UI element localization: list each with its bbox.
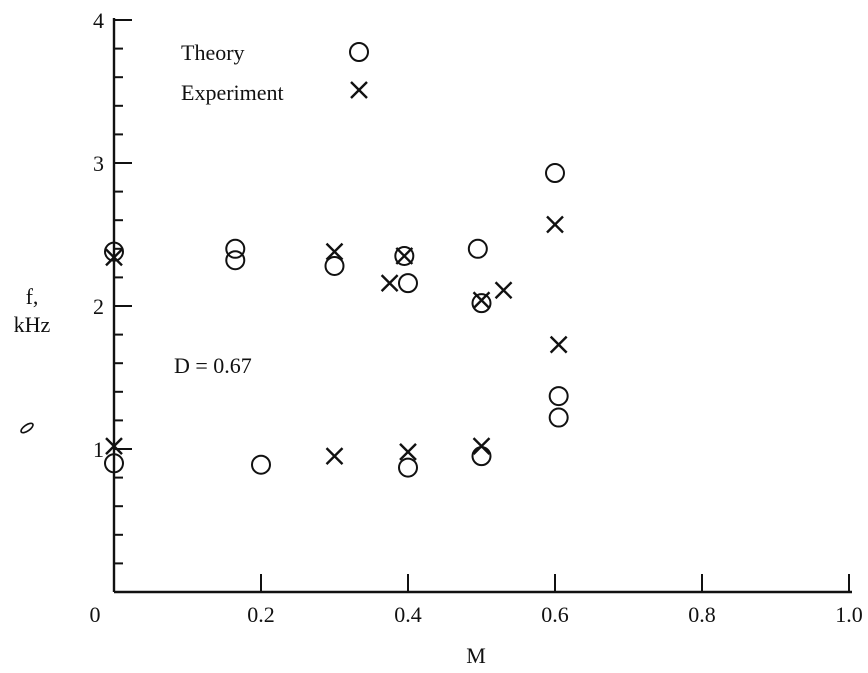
stray-mark [20, 422, 34, 434]
x-tick-label: 0.2 [247, 602, 275, 627]
experiment-point [546, 215, 564, 234]
theory-point [548, 407, 569, 428]
theory-point [104, 241, 124, 262]
y-axis-title-line1: f, [26, 284, 39, 309]
experiment-point [380, 274, 399, 292]
experiment-point [472, 291, 491, 310]
theory-point [548, 386, 569, 407]
theory-point [398, 457, 418, 478]
x-tick-label: 0.8 [688, 602, 716, 627]
theory-point [394, 245, 415, 266]
x-tick-label: 1.0 [835, 602, 863, 627]
theory-point [324, 255, 345, 276]
experiment-point [105, 248, 123, 267]
theory-point [398, 273, 418, 294]
y-tick-label: 1 [93, 437, 104, 462]
data-points [104, 163, 569, 478]
y-tick-label: 4 [93, 8, 104, 33]
x-tick-label: 0.6 [541, 602, 569, 627]
experiment-point [472, 437, 491, 455]
theory-point [471, 293, 492, 314]
legend: Theory Experiment [181, 40, 369, 105]
legend-label-theory: Theory [181, 40, 245, 65]
theory-point [467, 238, 488, 259]
experiment-point [549, 335, 568, 354]
experiment-point [399, 443, 417, 461]
ticks [114, 19, 850, 592]
experiment-point [494, 281, 513, 300]
y-axis-title-line2: kHz [14, 312, 51, 337]
annotation-d-value: D = 0.67 [174, 353, 252, 378]
theory-point [225, 250, 246, 271]
x-axis-title: M [466, 643, 486, 668]
experiment-point [325, 242, 344, 261]
x-tick-label: 0.4 [394, 602, 422, 627]
legend-label-experiment: Experiment [181, 80, 284, 105]
experiment-point [105, 437, 123, 455]
experiment-point [395, 247, 414, 265]
y-tick-label: 3 [93, 151, 104, 176]
y-tick-label: 2 [93, 294, 104, 319]
theory-point [225, 238, 246, 259]
theory-point [545, 163, 565, 184]
tick-labels: 1 2 3 4 0 0.2 0.4 0.6 0.8 1.0 [90, 8, 863, 627]
theory-point [251, 454, 271, 475]
theory-point [104, 453, 124, 474]
x-tick-label: 0 [90, 602, 101, 627]
legend-marker-theory [349, 42, 369, 62]
theory-point [471, 446, 492, 467]
experiment-point [325, 447, 344, 465]
legend-marker-experiment [350, 81, 368, 99]
